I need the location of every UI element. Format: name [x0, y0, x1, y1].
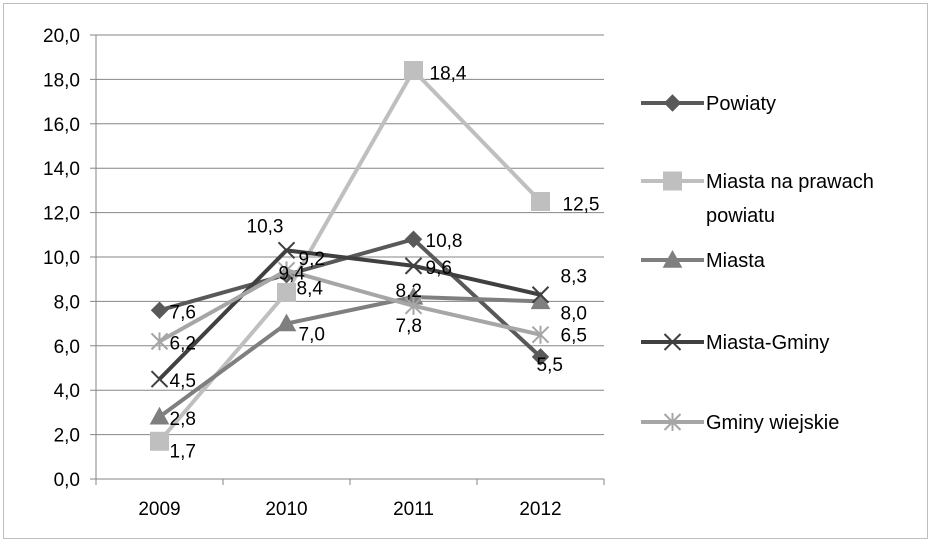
data-point — [150, 370, 169, 388]
data-label: 9,2 — [299, 249, 325, 270]
legend-marker — [663, 413, 682, 431]
data-label: 7,8 — [396, 316, 422, 337]
data-label: 1,7 — [170, 441, 196, 462]
data-label: 2,8 — [170, 409, 196, 430]
legend-item: Miasta — [641, 249, 766, 272]
data-label: 9,4 — [279, 263, 306, 284]
x-tick-label: 2011 — [393, 499, 434, 520]
axis-layer: 0,0 2,0 4,0 6,0 8,0 10,0 12,0 14,0 16,0 18,0 20,0 2… — [43, 26, 605, 520]
legend-item: Gminy wiejskie — [641, 412, 839, 434]
data-point — [404, 61, 423, 81]
data-point — [277, 261, 296, 280]
y-tick-label: 8,0 — [54, 292, 80, 313]
data-point — [149, 406, 170, 425]
data-label: 7,6 — [170, 302, 196, 323]
data-label: 7,0 — [299, 325, 325, 346]
data-label: 10,8 — [426, 231, 463, 252]
x-tick-label: 2010 — [265, 499, 307, 520]
data-label: 8,0 — [561, 303, 587, 324]
series-line — [158, 248, 541, 381]
y-tick-label: 20,0 — [43, 26, 80, 47]
data-point — [531, 192, 550, 211]
y-tick-label: 12,0 — [43, 204, 80, 225]
y-tick-label: 10,0 — [43, 248, 80, 269]
y-tick-label: 14,0 — [43, 159, 80, 180]
y-tick-label: 6,0 — [54, 337, 80, 358]
data-label: 4,5 — [170, 371, 196, 392]
data-label: 8,2 — [396, 281, 422, 302]
data-label-layer: 7,6 9,2 10,8 5,5 1,7 8,4 18,4 12,5 2,8 7,0 8,2 8,0 4… — [170, 64, 600, 463]
y-tick-label: 2,0 — [54, 426, 80, 447]
data-label: 12,5 — [563, 195, 600, 216]
series-line — [157, 68, 542, 443]
legend-item: Miasta-Gminy — [641, 332, 829, 354]
data-point — [531, 325, 550, 344]
data-label: 9,6 — [426, 258, 452, 279]
data-label: 8,3 — [561, 267, 587, 288]
data-point — [531, 348, 550, 366]
series-line — [158, 268, 541, 344]
legend-label: powiatu — [706, 205, 775, 227]
legend-label: Miasta-Gminy — [706, 332, 829, 354]
data-label: 6,5 — [561, 326, 587, 347]
series-miasta-na-prawach-powiatu — [150, 61, 550, 451]
legend-marker — [663, 333, 682, 351]
legend-item: Powiaty — [641, 93, 776, 115]
data-point — [531, 286, 550, 304]
data-point — [277, 241, 296, 260]
y-tick-label: 16,0 — [43, 115, 80, 136]
data-point — [150, 332, 169, 351]
legend-marker — [663, 94, 682, 112]
data-point — [404, 230, 423, 248]
data-label: 18,4 — [430, 64, 467, 85]
data-point — [277, 283, 296, 303]
data-point — [276, 313, 297, 332]
x-tick-label: 2012 — [519, 499, 561, 520]
y-tick-label: 18,0 — [43, 70, 80, 91]
legend-marker — [663, 171, 682, 191]
data-point — [150, 431, 169, 451]
data-label: 6,2 — [170, 333, 196, 354]
y-tick-label: 0,0 — [54, 470, 80, 491]
data-point — [404, 296, 423, 315]
data-label: 10,3 — [247, 216, 284, 237]
series-miasta-gminy — [150, 241, 550, 388]
y-tick-label: 4,0 — [54, 381, 80, 402]
chart-container: 0,0 2,0 4,0 6,0 8,0 10,0 12,0 14,0 16,0 18,0 20,0 2… — [3, 3, 928, 539]
series-layer — [149, 61, 551, 451]
legend-item: Miasta na prawach powiatu — [641, 171, 874, 227]
line-chart: 0,0 2,0 4,0 6,0 8,0 10,0 12,0 14,0 16,0 18,0 20,0 2… — [43, 26, 874, 520]
legend-label: Gminy wiejskie — [706, 412, 839, 434]
legend-label: Miasta na prawach — [706, 171, 874, 193]
series-gminy-wiejskie — [150, 261, 550, 351]
legend-label: Miasta — [706, 250, 766, 272]
series-line — [158, 294, 541, 419]
legend-marker — [662, 249, 683, 268]
data-label: 5,5 — [537, 355, 563, 376]
legend: Powiaty Miasta na prawach powiatu Miasta Mia… — [641, 93, 874, 434]
x-tick-label: 2009 — [138, 499, 180, 520]
data-point — [404, 257, 423, 275]
data-point — [150, 301, 169, 319]
legend-label: Powiaty — [706, 93, 776, 115]
data-label: 8,4 — [297, 279, 324, 300]
